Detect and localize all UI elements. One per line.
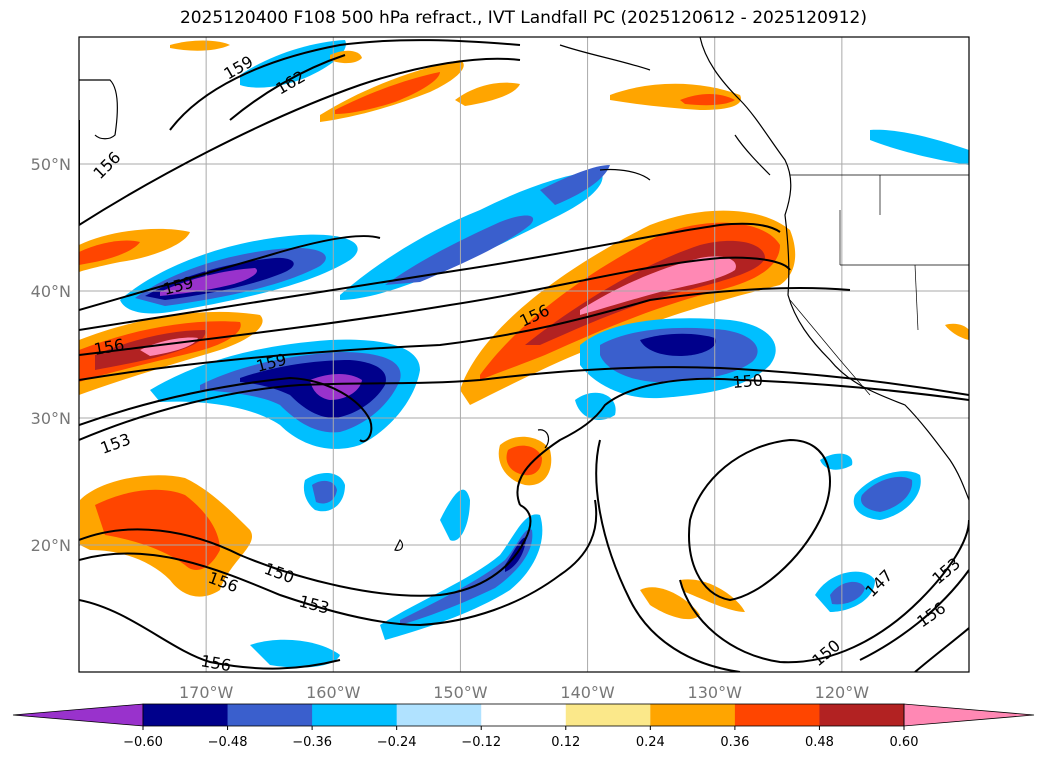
colorbar-tick-label: −0.36	[292, 735, 332, 750]
colorbar-tick-label: 0.24	[636, 735, 665, 750]
colorbar-segment	[481, 704, 567, 726]
contour-156-mid	[79, 222, 781, 331]
south-negative-arc	[380, 514, 543, 640]
lon-tick-label: 170°W	[179, 683, 234, 702]
map-panel: 159 162 156 159 156 156 159 153 150 150 …	[79, 37, 969, 675]
colorbar-segment	[143, 704, 229, 726]
contour-150	[516, 377, 969, 506]
contour-156-ar	[79, 256, 791, 356]
colorbar-tick-label: −0.60	[123, 735, 163, 750]
lat-tick-label: 30°N	[31, 409, 71, 428]
colorbar-segment	[819, 704, 905, 726]
colorbar-tick-label: 0.48	[805, 735, 834, 750]
colorbar-tick-label: 0.12	[551, 735, 580, 750]
contour-label: 150	[732, 370, 764, 392]
colorbar-tick-label: −0.12	[461, 735, 501, 750]
contour-153-south	[79, 499, 598, 627]
map-title: 2025120400 F108 500 hPa refract., IVT La…	[179, 8, 867, 28]
contour-159-north	[169, 39, 521, 131]
colorbar: −0.60 −0.48 −0.36 −0.24 −0.12 0.12 0.24 0.36 0.4…	[12, 703, 1035, 750]
contour-150-east	[679, 519, 969, 664]
lon-tick-label: 130°W	[688, 683, 743, 702]
contour-label: 156	[199, 651, 232, 675]
map-frame	[78, 36, 970, 673]
colorbar-segment	[565, 704, 651, 726]
colorbar-frame	[142, 703, 905, 727]
contour-159-lower	[79, 287, 851, 381]
contour-159-mid	[79, 235, 381, 311]
colorbar-tick-label: −0.24	[377, 735, 417, 750]
lat-tick-label: 20°N	[31, 536, 71, 555]
colorbar-segment	[734, 704, 820, 726]
colorbar-segment	[650, 704, 736, 726]
contour-156-east	[914, 627, 969, 672]
contour-156-north	[79, 57, 521, 226]
contour-153	[79, 366, 969, 441]
colorbar-extend-min	[12, 703, 144, 727]
colorbar-segment	[312, 704, 398, 726]
lon-tick-label: 150°W	[433, 683, 488, 702]
colorbar-extend-max	[903, 703, 1035, 727]
lat-tick-label: 40°N	[31, 282, 71, 301]
contour-147	[688, 438, 831, 602]
coast-north-america	[699, 37, 969, 501]
contour-153-east	[859, 569, 969, 661]
central-negative-band	[340, 170, 603, 300]
lon-tick-label: 160°W	[306, 683, 361, 702]
height-contours	[79, 39, 969, 672]
contour-162	[229, 54, 346, 121]
contour-150-south	[79, 504, 532, 597]
ar-band-peak	[580, 256, 736, 315]
colorbar-segment	[396, 704, 482, 726]
lat-tick-label: 50°N	[31, 155, 71, 174]
coastline-layer	[79, 37, 969, 551]
gridlines	[79, 37, 969, 672]
political-borders	[789, 174, 969, 396]
lon-tick-label: 120°W	[815, 683, 870, 702]
colorbar-tick-label: 0.36	[720, 735, 749, 750]
colorbar-tick-label: 0.60	[890, 735, 919, 750]
lon-tick-label: 140°W	[560, 683, 615, 702]
colorbar-segment	[227, 704, 313, 726]
contour-156-south	[79, 599, 341, 670]
colorbar-tick-label: −0.48	[208, 735, 248, 750]
contour-150-upper	[79, 376, 373, 443]
axis-tick-labels: 170°W 160°W 150°W 140°W 130°W 120°W 20°N 30°N 40…	[31, 155, 870, 702]
